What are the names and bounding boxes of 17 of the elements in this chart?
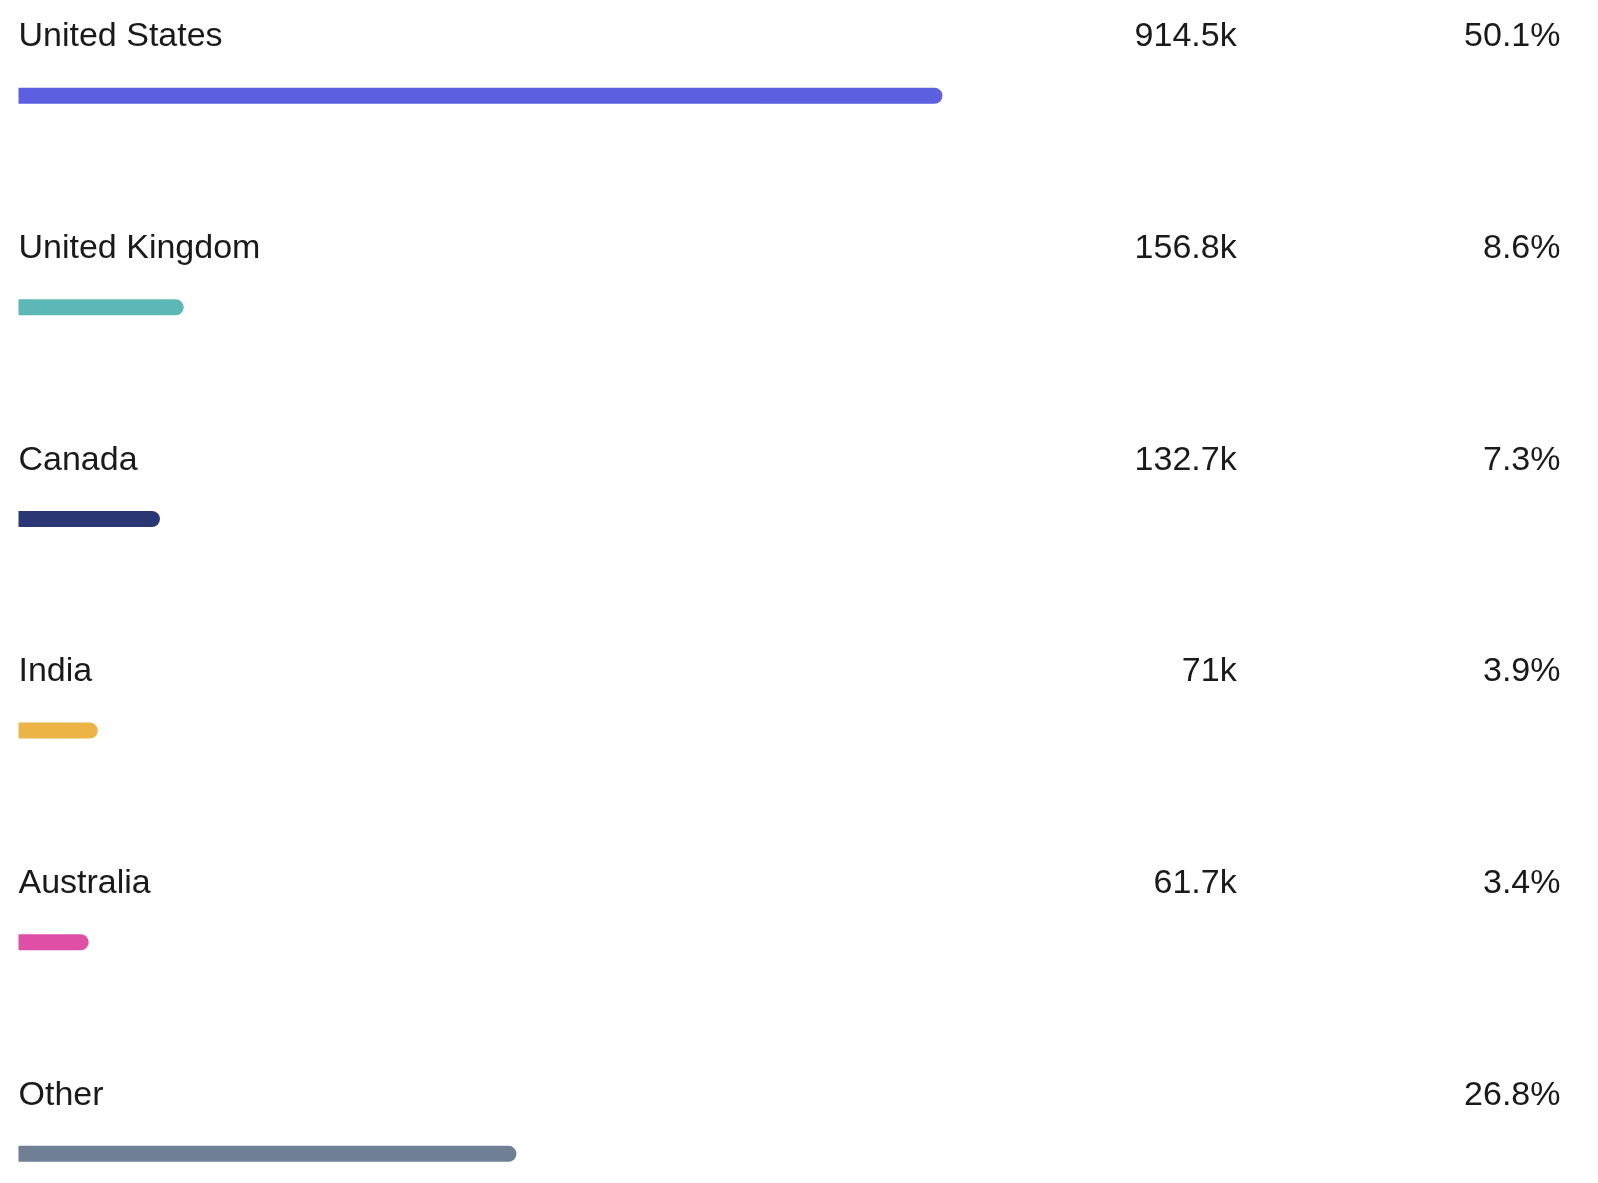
text: 71k <box>1181 650 1238 689</box>
data-label: 3.9% <box>1483 650 1561 689</box>
y-tick-label: India <box>18 650 93 689</box>
y-tick-label: Canada <box>18 438 138 477</box>
data-label: 50.1% <box>1464 15 1561 54</box>
data-label: 7.3% <box>1483 438 1561 477</box>
y-tick-label: United Kingdom <box>18 227 261 266</box>
text: 914.5k <box>1134 15 1238 54</box>
y-tick-label: United States <box>18 15 223 54</box>
y-tick-label: Australia <box>18 861 151 900</box>
text: 156.8k <box>1134 227 1238 266</box>
y-tick-label: Other <box>18 1073 104 1112</box>
data-label: 8.6% <box>1483 227 1561 266</box>
data-label: 26.8% <box>1464 1073 1561 1112</box>
text: 132.7k <box>1134 438 1238 477</box>
text: 61.7k <box>1153 861 1238 900</box>
data-label: 3.4% <box>1483 861 1561 900</box>
